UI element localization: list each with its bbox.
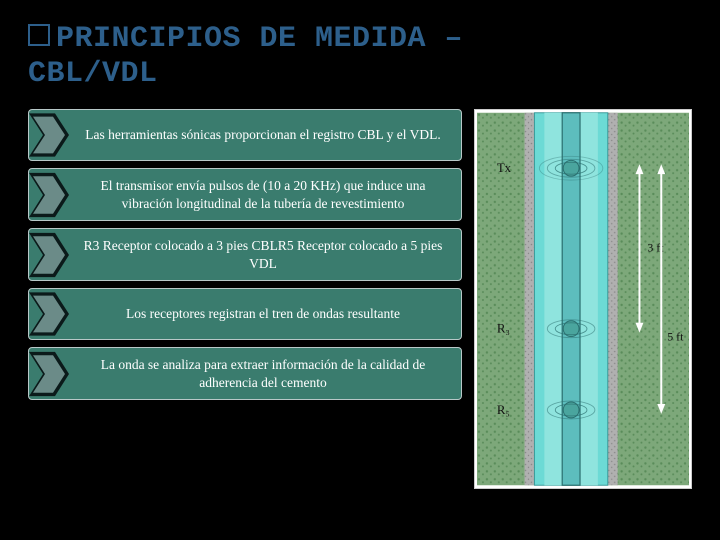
list-item: Las herramientas sónicas proporcionan el… (28, 109, 462, 161)
list-item-text: Los receptores registran el tren de onda… (126, 305, 400, 323)
chevron-icon (25, 348, 73, 399)
bullet-square-icon (28, 24, 50, 46)
wellbore-diagram: Tx R₃ R₅ 3 ft 5 ft (474, 109, 692, 489)
wellbore-svg: Tx R₃ R₅ 3 ft 5 ft (477, 112, 689, 486)
title-line2: CBL/VDL (28, 57, 158, 92)
list-item: R3 Receptor colocado a 3 pies CBLR5 Rece… (28, 228, 462, 281)
list-item-text: La onda se analiza para extraer informac… (79, 356, 447, 391)
label-r5: R₅ (497, 403, 510, 417)
chevron-icon (25, 229, 73, 280)
list-item-text: Las herramientas sónicas proporcionan el… (85, 126, 440, 144)
label-r3: R₃ (497, 322, 510, 336)
bullet-list: Las herramientas sónicas proporcionan el… (28, 109, 462, 400)
chevron-icon (25, 169, 73, 220)
list-item-text: R3 Receptor colocado a 3 pies CBLR5 Rece… (79, 237, 447, 272)
chevron-icon (25, 289, 73, 339)
list-item: El transmisor envía pulsos de (10 a 20 K… (28, 168, 462, 221)
label-tx: Tx (497, 161, 512, 175)
chevron-icon (25, 110, 73, 160)
label-5ft: 5 ft (667, 330, 684, 344)
slide-title: PRINCIPIOS DE MEDIDA – CBL/VDL (28, 18, 692, 91)
list-item: Los receptores registran el tren de onda… (28, 288, 462, 340)
list-item: La onda se analiza para extraer informac… (28, 347, 462, 400)
list-item-text: El transmisor envía pulsos de (10 a 20 K… (79, 177, 447, 212)
title-line1: PRINCIPIOS DE MEDIDA – (56, 22, 463, 57)
